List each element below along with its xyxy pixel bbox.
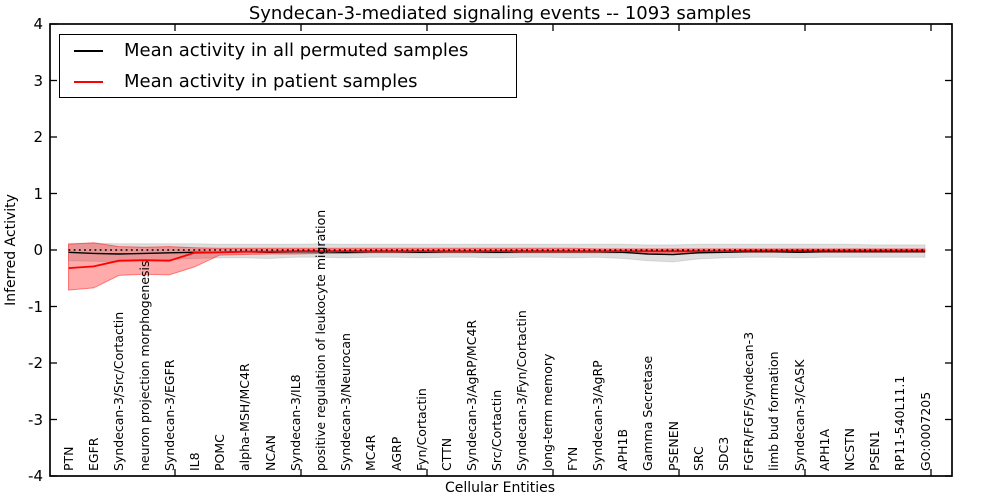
x-category-label: IL8 [187,452,202,471]
x-category-label: long-term memory [539,353,555,471]
y-tick-label: -4 [28,467,43,485]
x-category-label: alpha-MSH/MC4R [237,363,253,471]
x-category-label: NCAN [262,435,278,471]
legend-line-permuted-icon [74,49,103,52]
legend-entry-patient: Mean activity in patient samples [74,68,516,96]
x-category-label: SRC [690,446,706,471]
x-category-label: APH1A [816,429,832,471]
x-category-label: FYN [564,446,580,471]
x-category-label: limb bud formation [766,351,782,471]
x-category-label: Syndecan-3/AgRP/MC4R [464,319,480,471]
legend-label-patient: Mean activity in patient samples [124,70,418,92]
x-category-label: GO:0007205 [917,391,933,471]
x-category-label: PTN [61,446,76,471]
y-tick-label: -3 [28,410,43,429]
x-category-label: RP11-540L11.1 [892,375,908,471]
y-tick-label: 3 [33,71,43,90]
x-category-label: Syndecan-3/EGFR [161,359,177,471]
chart-title: Syndecan-3-mediated signaling events -- … [248,3,752,24]
y-tick-label: 4 [33,15,43,33]
x-category-label: Syndecan-3/Fyn/Cortactin [514,310,530,471]
x-category-label: EGFR [86,437,102,471]
x-category-label: PSENEN [665,421,681,471]
x-category-label: Fyn/Cortactin [413,388,429,471]
y-tick-label: 2 [33,128,43,146]
x-category-label: NCSTN [841,428,857,471]
x-category-label: FGFR/FGF/Syndecan-3 [741,331,757,471]
x-category-label: Syndecan-3/IL8 [287,374,303,471]
legend: Mean activity in all permuted samples Me… [59,34,517,98]
x-category-label: Syndecan-3/CASK [791,359,807,471]
x-category-label: MC4R [363,434,379,471]
x-category-label: Syndecan-3/Src/Cortactin [111,311,127,471]
x-category-label: CTTN [438,437,454,471]
legend-label-permuted: Mean activity in all permuted samples [124,39,469,61]
y-tick-label: 0 [33,241,43,259]
y-tick-label: -1 [28,297,43,316]
x-category-label: Src/Cortactin [489,389,505,471]
legend-entry-permuted: Mean activity in all permuted samples [74,37,516,65]
x-category-label: positive regulation of leukocyte migrati… [312,209,328,471]
x-category-label: Syndecan-3/AgRP [590,360,605,471]
x-category-label: APH1B [615,428,631,471]
x-category-label: PSEN1 [867,430,883,471]
legend-line-patient-icon [74,80,103,83]
x-category-label: Gamma Secretase [640,355,656,471]
x-category-label: AGRP [388,436,404,471]
x-category-label: SDC3 [716,436,731,471]
x-category-label: neuron projection morphogenesis [136,260,152,471]
y-tick-label: 1 [33,184,43,203]
x-axis-label: Cellular Entities [444,480,556,496]
x-category-label: Syndecan-3/Neurocan [338,333,354,471]
x-category-label: POMC [212,434,228,471]
y-tick-label: -2 [28,354,43,372]
